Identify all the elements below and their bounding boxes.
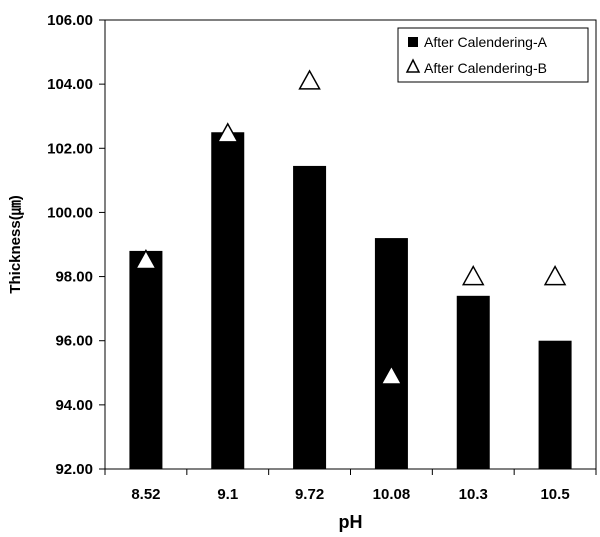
y-axis-title: Thickness(㎛) [7, 195, 25, 293]
bar [456, 295, 490, 469]
bar [129, 250, 163, 469]
triangle-data-point [543, 265, 567, 286]
triangle-data-point [216, 122, 240, 143]
triangle-data-point [298, 69, 321, 90]
x-tick-label: 10.5 [540, 486, 569, 503]
triangle-data-point [461, 265, 485, 286]
x-axis-ticks: 8.52 9.1 9.72 10.08 10.3 10.5 [104, 469, 597, 503]
y-tick-label: 104.00 [47, 76, 93, 93]
triangle-data-point [134, 248, 158, 270]
y-tick-label: 102.00 [47, 140, 93, 157]
bar [293, 165, 327, 470]
x-tick-label: 10.3 [459, 486, 488, 503]
legend-label-series-b: After Calendering-B [424, 60, 547, 76]
triangle-data-point [380, 364, 403, 385]
legend: After Calendering-A After Calendering-B [397, 27, 589, 83]
x-tick-label: 9.1 [217, 486, 238, 503]
legend-box [397, 27, 589, 83]
y-tick-label: 106.00 [47, 12, 93, 29]
x-tick-label: 9.72 [295, 486, 324, 503]
y-axis-ticks: 92.00 94.00 96.00 98.00 100.00 102.00 104.00 10… [47, 12, 105, 478]
legend-square-marker-icon [408, 37, 418, 47]
bar [374, 238, 408, 469]
y-tick-label: 96.00 [55, 333, 93, 350]
marker-series [134, 69, 567, 385]
plot-area [104, 19, 597, 470]
y-tick-label: 94.00 [55, 397, 93, 414]
legend-label-series-a: After Calendering-A [424, 34, 548, 50]
y-tick-label: 98.00 [55, 269, 93, 286]
y-tick-label: 92.00 [55, 461, 93, 478]
x-tick-label: 10.08 [373, 486, 411, 503]
bar [211, 132, 245, 469]
legend-triangle-marker-icon [405, 58, 421, 73]
x-axis-title: pH [339, 512, 363, 532]
x-tick-label: 8.52 [131, 486, 160, 503]
y-tick-label: 100.00 [47, 204, 93, 221]
bar-series [129, 132, 572, 470]
bar [538, 340, 572, 469]
